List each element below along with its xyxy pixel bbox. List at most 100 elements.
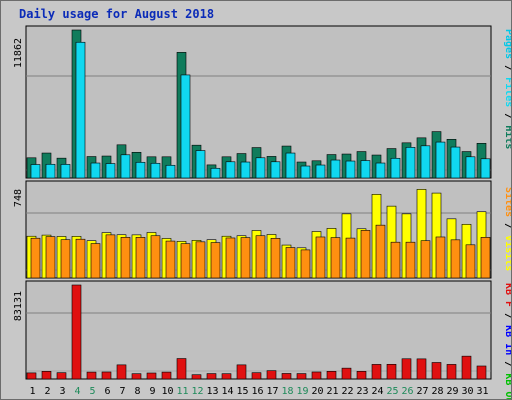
legend-entry: Files <box>503 77 511 107</box>
files-bar <box>315 164 326 179</box>
kbytes-bar <box>281 373 292 380</box>
kbytes-bar <box>116 364 127 380</box>
legend-entry: Pages <box>503 29 511 59</box>
kbytes-bar <box>71 284 82 380</box>
files-bar <box>255 157 266 179</box>
x-tick-label: 4 <box>74 386 80 397</box>
sites-bar <box>315 236 326 279</box>
x-tick-label: 13 <box>206 386 218 397</box>
x-tick-label: 24 <box>371 386 383 397</box>
x-tick-label: 26 <box>401 386 413 397</box>
x-tick-label: 10 <box>161 386 173 397</box>
sites-bar <box>375 224 386 279</box>
sites-bar <box>270 238 281 279</box>
kbytes-bar <box>461 355 472 380</box>
x-tick-label: 14 <box>221 386 233 397</box>
legend-kbytes: KB F / KB In / KB Out <box>503 283 511 399</box>
x-tick-label: 6 <box>104 386 110 397</box>
x-tick-label: 25 <box>386 386 398 397</box>
x-tick-label: 15 <box>236 386 248 397</box>
sites-bar <box>360 230 371 279</box>
files-bar <box>90 162 101 179</box>
x-tick-label: 23 <box>356 386 368 397</box>
legend-visits-sites: Sites / Visits <box>503 187 511 271</box>
legend-entry: Visits <box>503 235 511 271</box>
sites-bar <box>135 237 146 279</box>
x-tick-label: 3 <box>59 386 65 397</box>
files-bar <box>420 145 431 179</box>
sites-bar <box>390 241 401 279</box>
sites-bar <box>435 236 446 279</box>
files-bar <box>105 163 116 179</box>
x-tick-label: 21 <box>326 386 338 397</box>
files-bar <box>285 152 296 179</box>
panel3-max-label: 83131 <box>13 291 24 321</box>
sites-bar <box>465 244 476 279</box>
sites-bar <box>120 237 131 279</box>
legend-entry: KB F <box>503 283 511 307</box>
kbytes-bar <box>431 362 442 380</box>
sites-bar <box>405 241 416 279</box>
sites-bar <box>300 249 311 279</box>
kbytes-bar <box>191 374 202 380</box>
files-bar <box>390 157 401 179</box>
sites-bar <box>480 237 491 279</box>
legend-hits-files-pages: Pages / Files / Hits <box>503 29 511 149</box>
x-tick-label: 7 <box>119 386 125 397</box>
sites-bar <box>150 235 161 279</box>
kbytes-bar <box>56 372 67 380</box>
kbytes-bar <box>86 371 97 380</box>
kbytes-bar <box>341 367 352 380</box>
kbytes-bar <box>131 373 142 380</box>
kbytes-bar <box>146 372 157 380</box>
files-bar <box>435 141 446 179</box>
kbytes-bar <box>296 373 307 380</box>
files-bar <box>30 164 41 179</box>
sites-bar <box>285 247 296 279</box>
files-bar <box>165 164 176 179</box>
x-tick-label: 28 <box>431 386 443 397</box>
x-tick-label: 18 <box>281 386 293 397</box>
files-bar <box>345 160 356 179</box>
panel-3 <box>25 280 492 380</box>
kbytes-bar <box>401 358 412 380</box>
files-bar <box>375 162 386 179</box>
sites-bar <box>345 237 356 279</box>
sites-bar <box>450 239 461 279</box>
legend-entry: Hits <box>503 125 511 149</box>
sites-bar <box>195 241 206 279</box>
sites-bar <box>225 237 236 279</box>
sites-bar <box>165 240 176 279</box>
files-bar <box>405 147 416 179</box>
kbytes-bar <box>386 364 397 380</box>
x-tick-label: 2 <box>44 386 50 397</box>
x-tick-label: 30 <box>461 386 473 397</box>
sites-bar <box>30 237 41 279</box>
x-tick-label: 9 <box>149 386 155 397</box>
x-tick-label: 20 <box>311 386 323 397</box>
kbytes-bar <box>356 371 367 380</box>
files-bar <box>195 150 206 179</box>
sites-bar <box>90 243 101 279</box>
files-bar <box>270 161 281 179</box>
x-tick-label: 12 <box>191 386 203 397</box>
x-tick-label: 27 <box>416 386 428 397</box>
chart-title: Daily usage for August 2018 <box>19 7 215 21</box>
files-bar <box>210 167 221 179</box>
sites-bar <box>60 239 71 279</box>
sites-bar <box>420 240 431 279</box>
x-tick-label: 1 <box>29 386 35 397</box>
files-bar <box>180 74 191 179</box>
sites-bar <box>255 235 266 279</box>
files-bar <box>465 156 476 179</box>
kbytes-bar <box>26 372 37 380</box>
kbytes-bar <box>101 371 112 380</box>
files-bar <box>480 158 491 179</box>
sites-bar <box>240 237 251 279</box>
files-bar <box>225 161 236 179</box>
files-bar <box>75 41 86 179</box>
sites-bar <box>105 234 116 279</box>
files-bar <box>300 165 311 179</box>
